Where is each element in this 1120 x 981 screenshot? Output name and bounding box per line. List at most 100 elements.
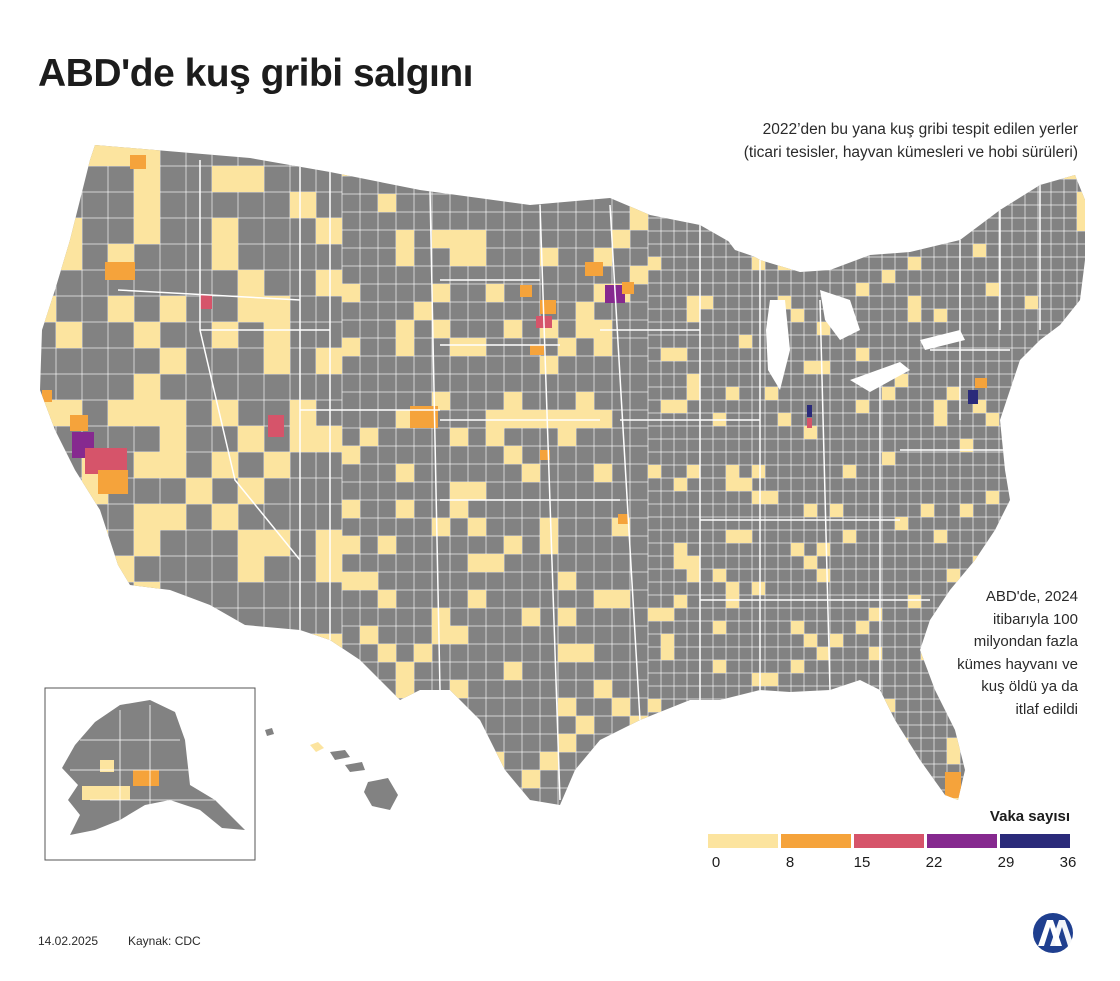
county-border <box>1063 542 1078 557</box>
county-border <box>1090 283 1103 296</box>
county-border <box>1011 737 1026 752</box>
county-cell <box>342 284 360 302</box>
county-border <box>881 145 896 154</box>
county-border <box>1090 777 1103 790</box>
county-cell <box>316 348 342 374</box>
county-border <box>920 789 935 804</box>
county-cell <box>396 230 414 248</box>
county-border <box>985 724 1000 739</box>
county-border <box>751 737 766 752</box>
county-border <box>725 789 740 804</box>
county-border <box>764 204 779 219</box>
county-cell <box>40 530 56 556</box>
county-border <box>647 789 662 804</box>
county-cell <box>791 179 804 192</box>
county-cell <box>40 218 56 244</box>
county-cell <box>504 320 522 338</box>
county-border <box>1037 438 1052 453</box>
county-border <box>629 769 649 789</box>
county-border <box>1076 165 1085 180</box>
county-cell <box>212 686 238 712</box>
county-border <box>1011 399 1026 414</box>
county-border <box>790 698 805 713</box>
county-border <box>647 737 662 752</box>
county-border <box>576 806 594 824</box>
county-cell <box>290 764 316 790</box>
county-border <box>185 607 213 635</box>
county-hotspot <box>98 470 128 494</box>
county-cell <box>82 530 108 556</box>
county-cell <box>212 244 238 270</box>
county-cell <box>576 392 594 410</box>
county-border <box>855 711 870 726</box>
county-border <box>1011 516 1026 531</box>
county-cell <box>134 608 160 634</box>
county-border <box>237 711 265 739</box>
county-cell <box>40 764 56 790</box>
county-border <box>894 178 909 193</box>
county-border <box>647 763 662 778</box>
county-border <box>686 191 701 206</box>
county-border <box>998 178 1013 193</box>
county-border <box>1024 165 1039 180</box>
county-cell <box>342 716 360 734</box>
county-border <box>829 230 844 245</box>
county-border <box>185 711 213 739</box>
county-cell <box>1064 790 1077 803</box>
county-border <box>359 715 379 735</box>
county-cell <box>960 738 973 751</box>
county-border <box>1076 542 1085 557</box>
county-border <box>1050 360 1065 375</box>
county-border <box>396 806 414 824</box>
county-border <box>359 679 379 699</box>
county-border <box>777 178 792 193</box>
county-border <box>1024 399 1039 414</box>
county-cell <box>594 680 612 698</box>
county-border <box>1037 737 1052 752</box>
county-cell <box>342 446 360 464</box>
county-border <box>777 724 792 739</box>
county-cell <box>713 569 726 582</box>
county-border <box>881 178 896 193</box>
county-border <box>611 157 631 177</box>
county-border <box>341 787 361 805</box>
county-border <box>790 763 805 778</box>
county-border <box>1076 477 1085 492</box>
county-border <box>630 824 648 842</box>
county-border <box>1090 751 1103 764</box>
county-border <box>263 789 291 805</box>
county-cell <box>134 582 160 608</box>
county-border <box>972 165 987 180</box>
county-cell <box>713 621 726 634</box>
county-border <box>855 230 870 245</box>
county-border <box>868 145 883 154</box>
county-cell <box>856 400 869 413</box>
county-border <box>1090 569 1103 582</box>
county-cell <box>238 166 264 192</box>
county-cell <box>486 284 504 302</box>
county-border <box>413 145 433 159</box>
county-border <box>1063 724 1078 739</box>
county-border <box>449 157 469 177</box>
county-border <box>946 191 961 206</box>
county-border <box>790 217 805 232</box>
county-cell <box>134 166 160 192</box>
county-cell <box>108 556 134 582</box>
county-cell <box>360 572 378 590</box>
county-border <box>829 152 844 167</box>
county-cell <box>450 482 468 500</box>
county-cell <box>594 410 612 428</box>
county-cell <box>1077 192 1085 205</box>
county-border <box>673 152 688 167</box>
county-border <box>1037 529 1052 544</box>
county-border <box>467 769 487 789</box>
county-border <box>803 789 818 804</box>
county-border <box>593 145 613 159</box>
county-border <box>738 724 753 739</box>
county-cell <box>661 842 674 855</box>
county-border <box>790 789 805 804</box>
county-cell <box>160 348 186 374</box>
county-border <box>933 165 948 180</box>
county-border <box>1076 568 1085 583</box>
county-border <box>803 217 818 232</box>
